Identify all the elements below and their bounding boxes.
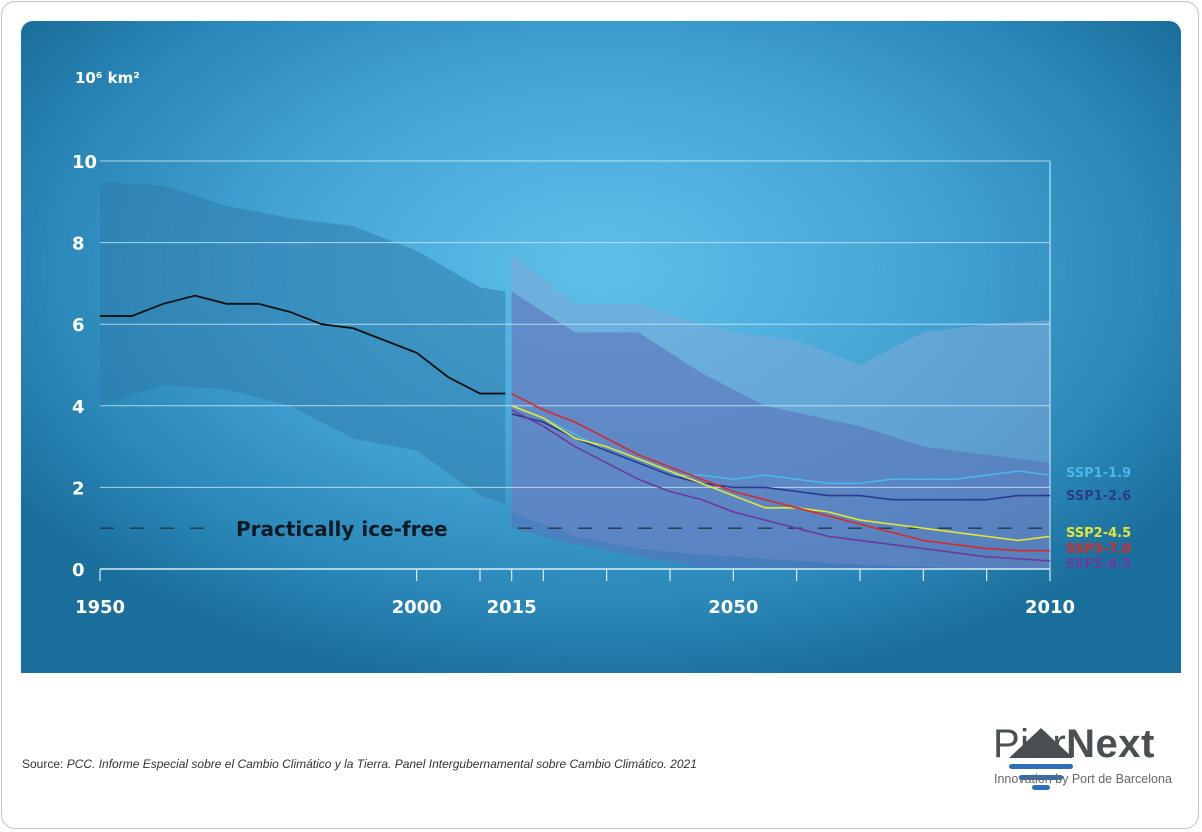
x-tick-label-1950: 1950 [75,597,125,618]
source-note: Source: PCC. Informe Especial sobre el C… [22,757,697,771]
brand-bold: Next [1066,722,1155,766]
series-line-ssp3-7.0 [511,392,1050,552]
y-tick-label-10: 10 [72,152,97,173]
x-tick-label-2000: 2000 [392,597,442,618]
legend-label-ssp1-1.9: SSP1-1.9 [1066,466,1131,481]
source-text: PCC. Informe Especial sobre el Cambio Cl… [66,757,697,771]
historical-range-band [100,181,506,504]
historical-line [100,294,506,395]
threshold-label: Practically ice-free [236,517,448,541]
source-prefix: Source: [22,757,67,771]
y-tick-label-4: 4 [72,397,85,418]
series-line-ssp2-4.5 [511,405,1051,542]
unit-label: 10⁶ km² [75,69,140,87]
y-tick-label-6: 6 [72,315,85,336]
x-tick-label-2010: 2010 [1025,597,1075,618]
chart-panel: 0 2 4 6 8 10 1950 2000 2015 2050 2010 10⁶ km² Practi… [21,21,1181,673]
brand-name: PierNext [993,722,1155,767]
legend-label-ssp5-8.5: SSP5-8.5 [1066,557,1131,572]
sea-ice-chart: 0 2 4 6 8 10 1950 2000 2015 2050 2010 10⁶ km² Practi… [72,69,1131,618]
legend-label-ssp3-7.0: SSP3-7.0 [1066,542,1131,557]
x-tick-label-2015: 2015 [487,597,537,618]
legend-label-ssp1-2.6: SSP1-2.6 [1066,489,1131,504]
y-tick-label-8: 8 [72,234,85,255]
brand-light: Pier [993,722,1067,766]
series-line-ssp1-2.6 [511,413,1050,501]
y-tick-label-2: 2 [72,478,85,499]
series-line-ssp5-8.5 [511,409,1051,562]
legend-label-ssp2-4.5: SSP2-4.5 [1066,526,1131,541]
y-tick-label-0: 0 [72,560,85,581]
piernext-logo-icon [1009,728,1073,790]
brand-tagline: Innovation by Port de Barcelona [994,772,1172,786]
x-tick-label-2050: 2050 [708,597,758,618]
